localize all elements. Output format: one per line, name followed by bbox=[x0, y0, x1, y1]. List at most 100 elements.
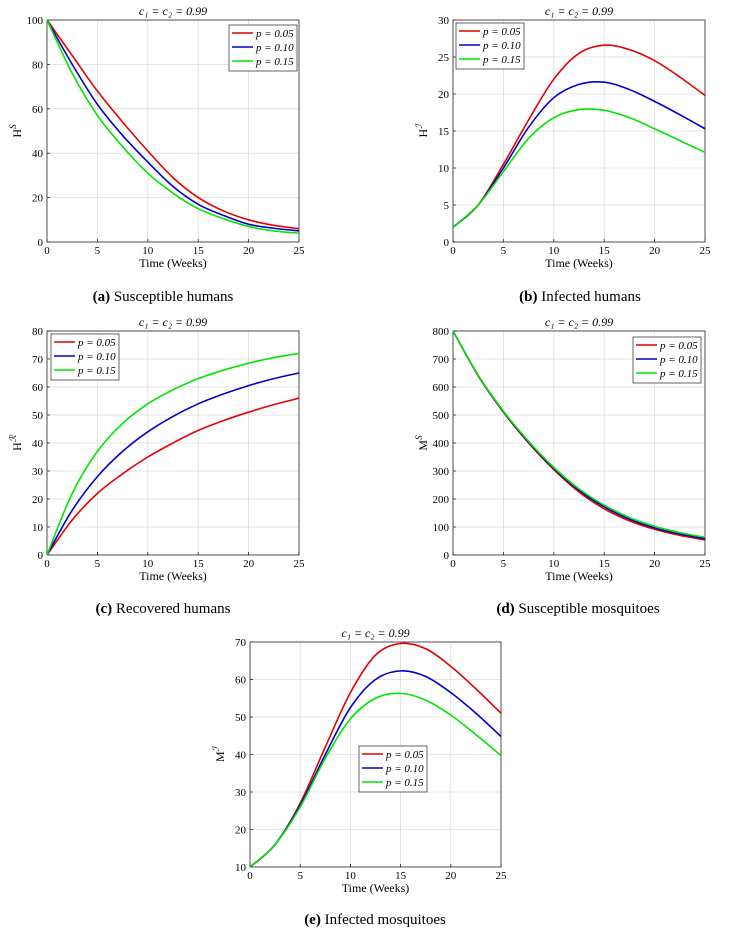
series-line-1 bbox=[452, 44, 706, 228]
legend-label-2: p = 0.10 bbox=[77, 351, 116, 363]
y-tick-label: 60 bbox=[32, 104, 44, 116]
y-tick-label: 20 bbox=[32, 494, 44, 506]
chart-d: 0 5 10 15 20 25 0 100 200 300 400 500 600 700 800 c₁ = … bbox=[414, 315, 711, 583]
x-tick-label: 10 bbox=[345, 870, 357, 882]
y-axis-label: HS bbox=[8, 124, 24, 138]
x-tick-label: 20 bbox=[445, 870, 457, 882]
series-line-2 bbox=[452, 80, 706, 228]
y-axis-label-sup: S bbox=[8, 124, 18, 129]
chart-title: c₁ = c₂ = 0.99 bbox=[139, 4, 207, 18]
x-tick-label: 5 bbox=[501, 558, 507, 570]
chart-title: c₁ = c₂ = 0.99 bbox=[341, 626, 409, 640]
x-tick-label: 20 bbox=[243, 558, 255, 570]
caption-c-label: (c) bbox=[95, 601, 113, 617]
x-axis-label: Time (Weeks) bbox=[139, 569, 207, 583]
x-tick-label: 15 bbox=[599, 558, 611, 570]
caption-d-label: (d) bbox=[496, 601, 515, 617]
legend-label-1: p = 0.05 bbox=[385, 749, 424, 761]
caption-c-text: Recovered humans bbox=[115, 601, 231, 617]
y-axis-label-base: M bbox=[416, 440, 430, 451]
x-tick-label: 5 bbox=[297, 870, 303, 882]
chart-c: 0 5 10 15 20 25 0 10 20 30 40 50 60 70 80 c₁ = c₂ = 0.9… bbox=[8, 315, 305, 583]
x-tick-label: 20 bbox=[649, 245, 661, 257]
legend-label-2: p = 0.10 bbox=[385, 763, 424, 775]
x-axis-label: Time (Weeks) bbox=[342, 881, 410, 895]
y-tick-label: 0 bbox=[444, 550, 450, 562]
series-line-2 bbox=[46, 372, 300, 556]
y-axis-label: Hℐ bbox=[414, 123, 430, 138]
x-tick-label: 10 bbox=[548, 558, 560, 570]
y-tick-label: 30 bbox=[32, 466, 44, 478]
caption-a: (a) Susceptible humans bbox=[68, 289, 258, 306]
axes-box bbox=[46, 19, 300, 243]
y-tick-label: 20 bbox=[235, 825, 247, 837]
chart-b: 0 5 10 15 20 25 0 5 10 15 20 25 30 c₁ = c₂ = 0.99 Time… bbox=[414, 4, 711, 270]
y-tick-label: 20 bbox=[32, 193, 44, 205]
x-tick-label: 25 bbox=[700, 245, 712, 257]
caption-d-text: Susceptible mosquitoes bbox=[518, 601, 660, 617]
x-tick-label: 20 bbox=[243, 245, 255, 257]
x-tick-label: 10 bbox=[548, 245, 560, 257]
y-axis-label-base: H bbox=[416, 128, 430, 137]
y-tick-label: 10 bbox=[32, 522, 44, 534]
y-tick-label: 0 bbox=[38, 550, 44, 562]
x-tick-label: 15 bbox=[395, 870, 407, 882]
y-tick-label: 60 bbox=[235, 675, 247, 687]
x-tick-label: 25 bbox=[700, 558, 712, 570]
caption-e: (e) Infected mosquitoes bbox=[275, 912, 475, 929]
y-tick-label: 50 bbox=[32, 410, 44, 422]
y-tick-label: 200 bbox=[433, 494, 450, 506]
chart-title: c₁ = c₂ = 0.99 bbox=[139, 315, 207, 329]
y-tick-label: 300 bbox=[433, 466, 450, 478]
y-tick-label: 25 bbox=[438, 52, 450, 64]
y-tick-label: 700 bbox=[433, 354, 450, 366]
x-tick-label: 25 bbox=[294, 245, 306, 257]
y-tick-label: 15 bbox=[438, 126, 450, 138]
y-tick-label: 20 bbox=[438, 89, 450, 101]
caption-a-text: Susceptible humans bbox=[113, 289, 234, 305]
y-tick-label: 80 bbox=[32, 59, 44, 71]
caption-b-text: Infected humans bbox=[541, 289, 641, 305]
x-tick-label: 10 bbox=[142, 245, 154, 257]
y-tick-label: 30 bbox=[235, 787, 247, 799]
series-line-1 bbox=[46, 397, 300, 556]
chart-a: 0 5 10 15 20 25 0 20 40 60 80 100 c₁ = c₂ = 0.99 Time… bbox=[8, 4, 305, 270]
series-line-1 bbox=[46, 19, 300, 230]
y-tick-label: 0 bbox=[38, 237, 44, 249]
x-tick-label: 10 bbox=[142, 558, 154, 570]
x-tick-label: 25 bbox=[496, 870, 508, 882]
caption-d: (d) Susceptible mosquitoes bbox=[458, 601, 698, 618]
legend-label-1: p = 0.05 bbox=[659, 340, 698, 352]
y-tick-label: 0 bbox=[444, 237, 450, 249]
series-line-3 bbox=[46, 19, 300, 234]
caption-b-label: (b) bbox=[519, 289, 538, 305]
y-tick-label: 40 bbox=[235, 750, 247, 762]
x-tick-label: 0 bbox=[44, 245, 50, 257]
y-axis-label-base: H bbox=[10, 129, 24, 138]
y-tick-label: 40 bbox=[32, 148, 44, 160]
y-tick-label: 600 bbox=[433, 382, 450, 394]
x-axis-label: Time (Weeks) bbox=[545, 569, 613, 583]
chart-title: c₁ = c₂ = 0.99 bbox=[545, 4, 613, 18]
legend-label-3: p = 0.15 bbox=[482, 54, 521, 66]
y-axis-label-sup: ℐ bbox=[211, 745, 221, 751]
y-tick-label: 5 bbox=[444, 200, 450, 212]
legend-label-2: p = 0.10 bbox=[255, 42, 294, 54]
y-axis-label-sup: ℛ bbox=[8, 434, 18, 442]
y-axis-label-base: H bbox=[10, 442, 24, 451]
y-tick-label: 100 bbox=[433, 522, 450, 534]
x-tick-label: 0 bbox=[247, 870, 253, 882]
y-axis-label: Mℐ bbox=[211, 745, 227, 762]
y-tick-label: 400 bbox=[433, 438, 450, 450]
series-line-3 bbox=[249, 692, 502, 868]
x-tick-label: 20 bbox=[649, 558, 661, 570]
y-tick-label: 800 bbox=[433, 326, 450, 338]
y-axis-label-sup: S bbox=[414, 435, 424, 440]
x-axis-label: Time (Weeks) bbox=[545, 256, 613, 270]
legend-label-3: p = 0.15 bbox=[659, 368, 698, 380]
caption-b: (b) Infected humans bbox=[480, 289, 680, 306]
x-tick-label: 15 bbox=[599, 245, 611, 257]
y-axis-label: Hℛ bbox=[8, 434, 24, 451]
series-line-3 bbox=[452, 108, 706, 228]
